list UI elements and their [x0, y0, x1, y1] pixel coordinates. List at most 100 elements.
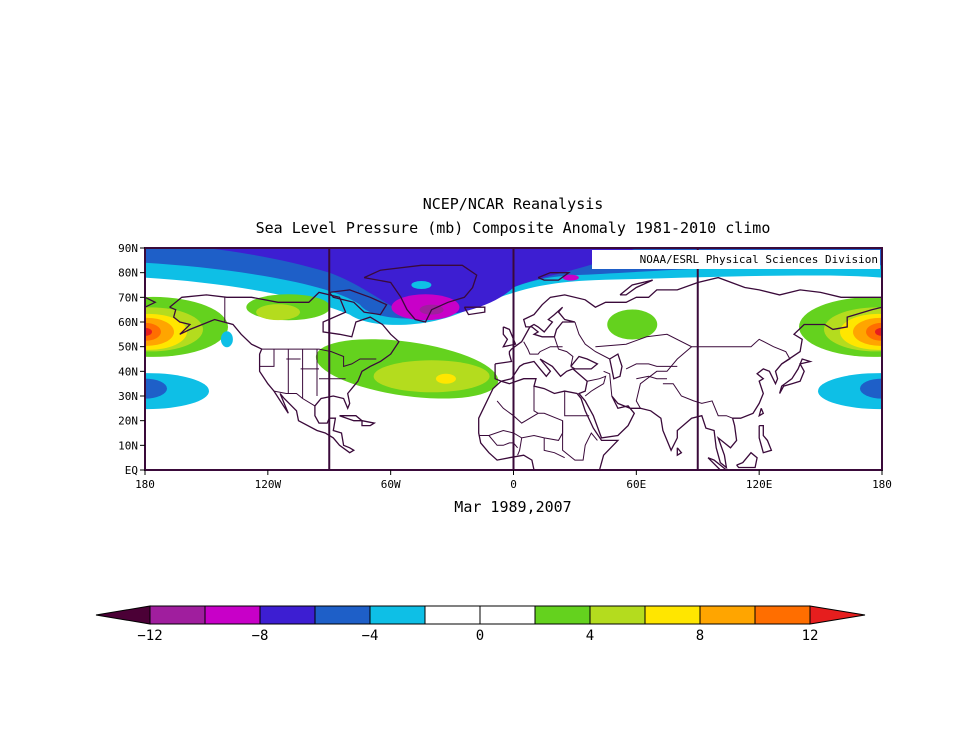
border-segment [635, 346, 692, 409]
coastline-segment [495, 276, 882, 365]
lon-tick-label: 60W [381, 478, 401, 491]
border-segment [259, 349, 275, 367]
colorbar-segment [589, 605, 646, 625]
colorbar-segment [534, 605, 591, 625]
lat-tick-label: 60N [118, 316, 138, 329]
border-segment [625, 363, 678, 370]
border-segment [543, 437, 565, 459]
colorbar-high-triangle [809, 605, 866, 625]
coastline-segment [478, 380, 535, 470]
lat-tick-label: EQ [125, 464, 138, 477]
meridian-lines [328, 248, 699, 470]
credit-text: NOAA/ESRL Physical Sciences Division [640, 253, 878, 266]
lat-tick-label: 40N [118, 365, 138, 378]
credit-box [592, 250, 880, 269]
greenland-ring [411, 281, 432, 289]
coastline-segment [619, 279, 653, 296]
colorbar-segment [314, 605, 371, 625]
atlantic-high-mid [373, 360, 490, 393]
pacific-high-west-l5 [145, 322, 161, 341]
border-segment [517, 437, 523, 456]
coastline-segment [502, 326, 517, 348]
coastline-segment [145, 296, 157, 308]
border-segment [584, 375, 607, 397]
border-segment [261, 348, 377, 368]
pacific-low-east-core [860, 378, 882, 399]
colorbar-tick-label: −4 [362, 628, 379, 644]
border-segment [636, 375, 667, 380]
colorbar-segment [369, 605, 426, 625]
lon-tick-label: 180 [872, 478, 892, 491]
lat-tick-label: 90N [118, 242, 138, 255]
coastline-segment [758, 408, 765, 418]
lat-tick-label: 70N [118, 291, 138, 304]
lat-tick-label: 10N [118, 439, 138, 452]
coastline-segment [736, 451, 758, 469]
coastline-segment [676, 447, 683, 457]
pacific-high-east-l5 [866, 322, 882, 341]
lat-tick-label: 80N [118, 267, 138, 280]
colorbar-tick-label: −8 [252, 628, 269, 644]
border-segment [564, 391, 590, 417]
border-segment [562, 420, 598, 461]
canada-high-core [256, 304, 301, 321]
colorbar-low-triangle [95, 605, 151, 625]
coastline-segment [609, 353, 623, 380]
coastline-segment [778, 358, 813, 394]
border-segment [553, 336, 574, 367]
lon-tick-label: 120E [746, 478, 773, 491]
colorbar-segment [754, 605, 811, 625]
coastlines [145, 264, 882, 470]
lat-tick-label: 50N [118, 341, 138, 354]
map-plot: NOAA/ESRL Physical Sciences Division [144, 247, 883, 471]
coastline-segment [328, 289, 388, 316]
lat-tick-label: 30N [118, 390, 138, 403]
colorbar-tick-label: 12 [802, 628, 819, 644]
longitude-axis: 180 120W 60W 0 60E 120E 180 [135, 470, 892, 491]
colorbar-tick-label: 4 [586, 628, 594, 644]
siberian-high [607, 309, 658, 340]
coastline-segment [463, 306, 486, 316]
period-label: Mar 1989,2007 [454, 498, 571, 516]
lon-tick-label: 0 [510, 478, 517, 491]
border-segment [523, 341, 563, 355]
lat-tick-label: 20N [118, 415, 138, 428]
title-line-1: NCEP/NCAR Reanalysis [423, 195, 604, 213]
coastline-segment [363, 264, 478, 323]
colorbar-tick-label: 0 [476, 628, 484, 644]
coastline-segment [361, 420, 377, 427]
coastline-segment [537, 272, 571, 281]
border-segment [478, 386, 564, 441]
lon-tick-label: 180 [135, 478, 155, 491]
border-segment [662, 383, 733, 419]
colorbar-segment [644, 605, 701, 625]
pacific-low-west-core [145, 378, 167, 399]
atlantic-high-core [435, 373, 456, 384]
border-segment [273, 390, 316, 407]
coastline-segment [501, 378, 620, 470]
lon-tick-label: 120W [255, 478, 282, 491]
colorbar-tick-label: 8 [696, 628, 704, 644]
colorbar-segment [479, 605, 536, 625]
coastline-segment [758, 424, 773, 454]
colorbar-segment [259, 605, 316, 625]
latitude-axis: 90N 80N 70N 60N 50N 40N 30N 20N 10N EQ [118, 242, 145, 477]
title-line-2: Sea Level Pressure (mb) Composite Anomal… [256, 219, 771, 237]
border-segment [595, 333, 791, 365]
colorbar: −12 −8 −4 0 4 8 12 [95, 605, 866, 644]
coastline-segment [707, 457, 728, 470]
colorbar-segment [204, 605, 261, 625]
border-segment [603, 370, 613, 397]
colorbar-segment [699, 605, 756, 625]
coastline-segment [494, 306, 882, 470]
gulf-of-alaska-low [220, 331, 233, 348]
border-segment [574, 321, 610, 360]
pacific-high-east-core [875, 327, 882, 336]
barents-low [562, 274, 579, 281]
colorbar-segment [424, 605, 481, 625]
lon-tick-label: 60E [626, 478, 646, 491]
coastline-segment [570, 355, 599, 370]
pacific-high-west-core [145, 327, 152, 336]
colorbar-tick-label: −12 [137, 628, 162, 644]
